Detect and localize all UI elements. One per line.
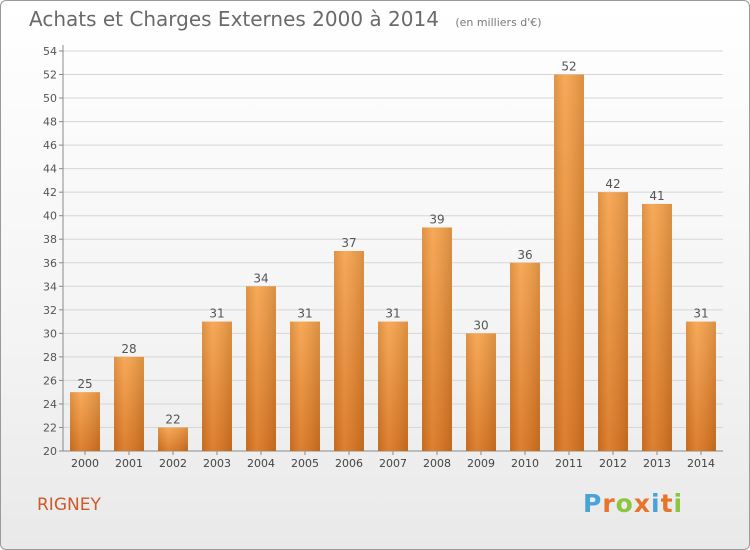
y-tick-label: 42 [43,186,57,199]
x-tick-label: 2014 [687,457,715,470]
bar-value-label: 41 [649,189,664,203]
bar-shading [598,192,628,452]
bar-shading [686,321,716,451]
y-tick-label: 24 [43,398,57,411]
bar-shading [466,333,496,451]
y-tick-label: 44 [43,163,57,176]
bar-shading [290,321,320,451]
bar-value-label: 52 [561,60,576,74]
x-tick-label: 2013 [643,457,671,470]
bar-shading [70,392,100,451]
y-tick-label: 20 [43,445,57,458]
bar-value-label: 31 [693,307,708,321]
logo-letter: i [673,489,684,518]
bar-value-label: 22 [165,412,180,426]
x-tick-label: 2003 [203,457,231,470]
logo-letter: t [660,489,674,518]
y-tick-label: 28 [43,351,57,364]
x-tick-label: 2002 [159,457,187,470]
bar-shading [510,262,540,451]
logo-letter: r [602,489,616,518]
logo-letter: x [633,489,651,518]
y-tick-label: 46 [43,139,57,152]
x-tick-label: 2004 [247,457,275,470]
x-tick-label: 2001 [115,457,143,470]
x-tick-label: 2011 [555,457,583,470]
bar-value-label: 39 [429,212,444,226]
bar-shading [114,356,144,451]
title-text: Achats et Charges Externes 2000 à 2014 [29,7,439,31]
bar-shading [158,427,188,451]
x-tick-label: 2012 [599,457,627,470]
logo-letter: P [583,489,603,518]
y-tick-label: 40 [43,210,57,223]
y-tick-label: 32 [43,304,57,317]
bars [70,74,716,452]
bar-shading [334,251,364,451]
bar-shading [554,74,584,451]
bar-value-label: 42 [605,177,620,191]
y-tick-label: 26 [43,374,57,387]
y-tick-label: 36 [43,257,57,270]
x-tick-label: 2009 [467,457,495,470]
x-tick-label: 2000 [71,457,99,470]
chart-title: Achats et Charges Externes 2000 à 2014 (… [29,7,542,31]
bar-value-label: 30 [473,318,488,332]
y-tick-label: 30 [43,327,57,340]
commune-name: RIGNEY [37,495,101,515]
y-tick-label: 54 [43,45,57,58]
bar-value-label: 36 [517,248,532,262]
bar-value-label: 37 [341,236,356,250]
x-tick-label: 2007 [379,457,407,470]
bar-value-label: 34 [253,271,268,285]
bar-value-label: 28 [121,342,136,356]
y-tick-label: 52 [43,69,57,82]
y-tick-label: 50 [43,92,57,105]
bar-shading [378,321,408,451]
bar-shading [246,286,276,451]
chart-subtitle: (en milliers d'€) [455,16,542,29]
bar-labels: 25 2000 28 2001 22 2002 31 2003 34 2004 31 2005 37 20… [71,60,715,470]
bar-shading [642,203,672,451]
bar-value-label: 25 [77,377,92,391]
bar-value-label: 31 [209,307,224,321]
y-tick-label: 48 [43,116,57,129]
x-tick-label: 2005 [291,457,319,470]
y-tick-label: 38 [43,233,57,246]
bar-shading [202,321,232,451]
bar-value-label: 31 [297,307,312,321]
y-tick-label: 22 [43,421,57,434]
y-tick-label: 34 [43,280,57,293]
logo-letter: o [615,489,634,518]
x-tick-label: 2006 [335,457,363,470]
x-tick-label: 2010 [511,457,539,470]
bar-shading [422,227,452,451]
proxiti-logo: Proxiti [583,489,683,518]
x-tick-label: 2008 [423,457,451,470]
logo-letter: i [651,489,661,518]
bar-value-label: 31 [385,307,400,321]
